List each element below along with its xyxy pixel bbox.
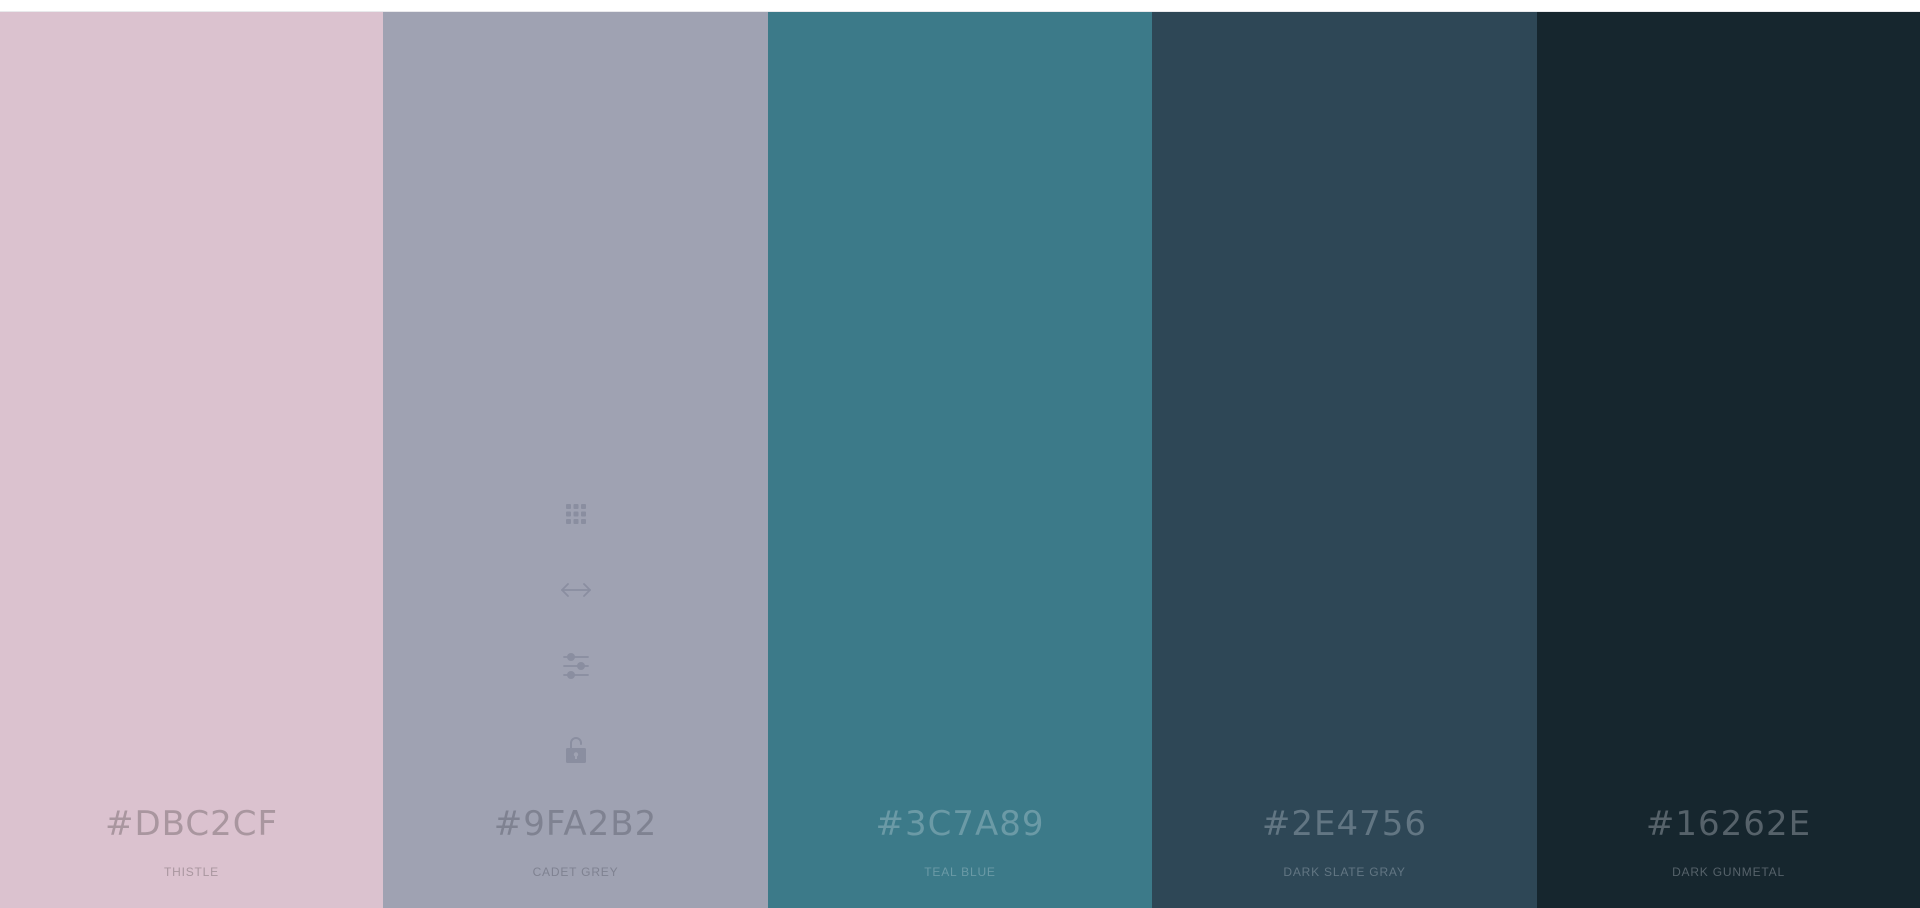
hex-code[interactable]: #9FA2B2 <box>493 804 658 844</box>
adjust-sliders-icon <box>562 653 589 679</box>
color-name: DARK GUNMETAL <box>1672 865 1785 879</box>
color-name: DARK SLATE GRAY <box>1283 865 1406 879</box>
color-name: TEAL BLUE <box>924 865 996 879</box>
top-bar <box>0 0 1920 12</box>
view-shades-button[interactable] <box>560 498 592 530</box>
hex-code[interactable]: #3C7A89 <box>875 804 1045 844</box>
color-name: CADET GREY <box>532 865 619 879</box>
swatch-thistle[interactable]: #DBC2CF THISTLE <box>0 12 383 908</box>
drag-arrows-icon <box>560 583 591 597</box>
swatch-dark-gunmetal[interactable]: #16262E DARK GUNMETAL <box>1537 12 1920 908</box>
view-shades-icon <box>565 504 586 524</box>
drag-button[interactable] <box>560 574 592 606</box>
color-palette: #DBC2CF THISTLE <box>0 12 1920 908</box>
lock-button[interactable] <box>560 734 592 766</box>
swatch-dark-slate-gray[interactable]: #2E4756 DARK SLATE GRAY <box>1152 12 1537 908</box>
swatch-toolbar <box>383 488 768 773</box>
hex-code[interactable]: #16262E <box>1645 804 1812 844</box>
adjust-button[interactable] <box>560 650 592 682</box>
swatch-cadet-grey[interactable]: #9FA2B2 CADET GREY <box>383 12 768 908</box>
swatch-teal-blue[interactable]: #3C7A89 TEAL BLUE <box>768 12 1152 908</box>
hex-code[interactable]: #DBC2CF <box>104 804 279 844</box>
lock-open-icon <box>565 737 586 763</box>
color-name: THISTLE <box>164 865 219 879</box>
hex-code[interactable]: #2E4756 <box>1261 804 1428 844</box>
